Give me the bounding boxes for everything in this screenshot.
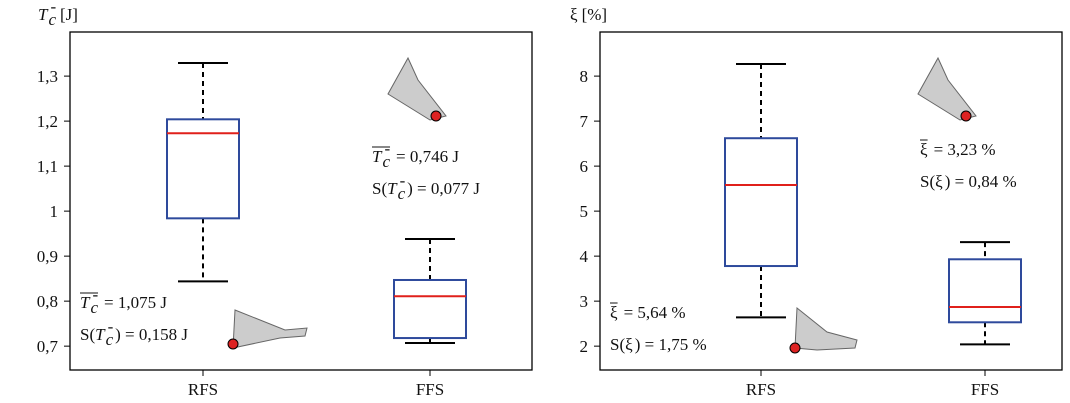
symbol-base: ξ xyxy=(610,303,618,322)
box xyxy=(725,138,797,266)
y-tick-label: 3 xyxy=(580,292,589,311)
y-tick-label: 2 xyxy=(580,337,589,356)
annotation-sd: ) = 0,077 J xyxy=(407,179,480,198)
foot-icon xyxy=(388,58,446,121)
y-tick-label: 1,3 xyxy=(37,67,58,86)
x-tick-label: FFS xyxy=(971,380,999,399)
y-tick-label: 1,1 xyxy=(37,157,58,176)
annotation-mean: = 1,075 J xyxy=(104,293,167,312)
y-tick-label: 7 xyxy=(580,112,589,131)
y-tick-label: 5 xyxy=(580,202,589,221)
symbol-base: T xyxy=(38,5,49,24)
symbol-base: T xyxy=(387,179,398,198)
annotation-sd: ) = 0,84 % xyxy=(945,172,1017,191)
symbol-base: T xyxy=(372,147,383,166)
y-axis-unit: [J] xyxy=(60,5,78,24)
symbol-sup: - xyxy=(384,139,390,158)
foot-icon xyxy=(918,58,976,121)
symbol-base: T xyxy=(95,325,106,344)
symbol-base: ξ xyxy=(625,335,633,354)
symbol-base: ξ xyxy=(570,5,578,24)
annotation-sd: S( xyxy=(372,179,387,198)
y-tick-label: 1,2 xyxy=(37,112,58,131)
icons xyxy=(228,58,976,353)
y-tick-label: 0,9 xyxy=(37,247,58,266)
y-tick-label: 0,7 xyxy=(37,337,59,356)
symbol-sup: - xyxy=(108,317,114,336)
annotation-sd: S( xyxy=(80,325,95,344)
symbol-sup: - xyxy=(92,285,98,304)
y-tick-label: 0,8 xyxy=(37,292,58,311)
figure: Tc-[J]0,70,80,911,11,21,3RFSFFSTc-= 1,07… xyxy=(0,0,1070,403)
symbol-base: T xyxy=(80,293,91,312)
annotation-mean: = 0,746 J xyxy=(396,147,459,166)
annotation-sd: ) = 1,75 % xyxy=(635,335,707,354)
x-tick-label: FFS xyxy=(416,380,444,399)
annotation-mean: = 5,64 % xyxy=(624,303,686,322)
x-tick-label: RFS xyxy=(188,380,218,399)
box xyxy=(394,280,466,338)
annotation-sd: S( xyxy=(610,335,625,354)
annotation-sd: ) = 0,158 J xyxy=(115,325,188,344)
symbol-base: ξ xyxy=(920,140,928,159)
annotation-sd: S( xyxy=(920,172,935,191)
foot-icon xyxy=(790,308,857,353)
symbol-sup: - xyxy=(400,171,406,190)
y-tick-label: 6 xyxy=(580,157,589,176)
symbol-sup: - xyxy=(50,0,56,16)
y-axis-unit: [%] xyxy=(582,5,607,24)
y-tick-label: 1 xyxy=(50,202,59,221)
annotation-mean: = 3,23 % xyxy=(934,140,996,159)
y-tick-label: 8 xyxy=(580,67,589,86)
symbol-base: ξ xyxy=(935,172,943,191)
x-tick-label: RFS xyxy=(746,380,776,399)
box xyxy=(949,259,1021,322)
foot-icon xyxy=(228,310,307,349)
y-tick-label: 4 xyxy=(580,247,589,266)
